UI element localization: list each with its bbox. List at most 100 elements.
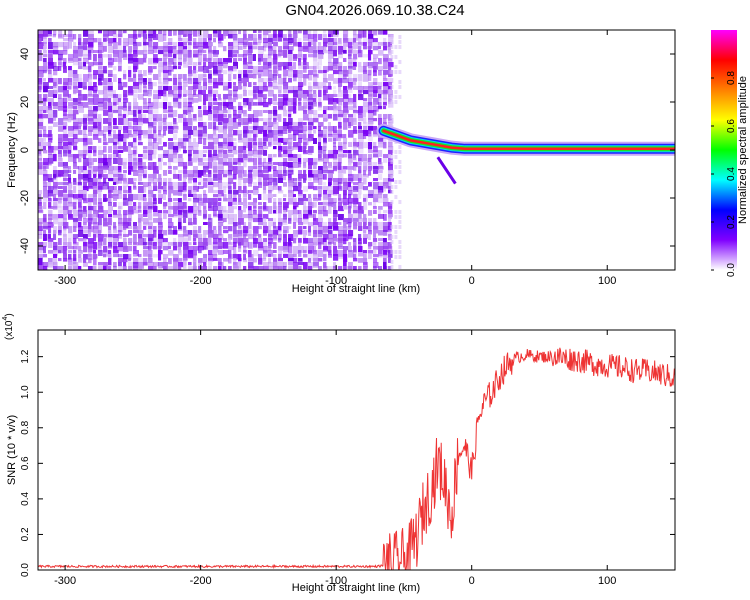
noise-cell (328, 250, 332, 256)
noise-cell (303, 126, 308, 132)
noise-cell (390, 190, 394, 194)
noise-cell (128, 110, 134, 115)
snr-scale-factor: (x104) (2, 313, 15, 340)
noise-cell (298, 138, 303, 143)
noise-cell (43, 102, 47, 110)
noise-cell (298, 258, 303, 262)
noise-cell (338, 226, 344, 231)
noise-cell (353, 54, 358, 60)
noise-cell (148, 66, 153, 73)
noise-cell (303, 194, 307, 198)
noise-cell (63, 242, 69, 247)
noise-cell (78, 218, 82, 222)
noise-cell (348, 178, 353, 184)
noise-cell (383, 106, 387, 110)
noise-cell (338, 170, 342, 178)
noise-cell (98, 58, 103, 65)
noise-cell (148, 258, 153, 263)
snr-y-label: SNR (10 * v/v) (6, 415, 18, 485)
noise-cell (58, 86, 64, 93)
noise-cell (388, 206, 392, 214)
noise-cell (203, 86, 207, 90)
noise-cell (98, 74, 104, 81)
noise-cell (118, 114, 124, 120)
noise-cell (253, 110, 259, 118)
noise-cell (88, 158, 94, 166)
noise-cell (228, 154, 234, 158)
noise-cell (178, 246, 182, 253)
noise-cell (378, 30, 384, 35)
noise-cell (394, 230, 398, 234)
noise-cell (328, 50, 334, 58)
noise-cell (268, 174, 273, 180)
noise-cell (233, 118, 237, 123)
noise-cell (83, 54, 89, 60)
noise-cell (338, 182, 342, 190)
noise-cell (213, 50, 219, 55)
noise-cell (390, 120, 394, 124)
noise-cell (138, 78, 144, 84)
noise-cell (168, 222, 174, 228)
noise-cell (333, 154, 338, 160)
noise-cell (233, 266, 239, 270)
noise-cell (183, 150, 188, 154)
noise-cell (343, 74, 347, 80)
noise-cell (113, 214, 119, 218)
noise-cell (253, 130, 258, 138)
noise-cell (123, 258, 128, 263)
noise-cell (158, 158, 162, 162)
noise-cell (268, 74, 274, 82)
noise-cell (348, 90, 353, 94)
noise-cell (73, 134, 78, 139)
noise-cell (178, 242, 182, 247)
noise-cell (278, 102, 284, 109)
noise-cell (368, 142, 373, 150)
noise-cell (298, 86, 303, 91)
noise-cell (43, 266, 48, 270)
noise-cell (303, 246, 308, 253)
noise-cell (148, 214, 153, 221)
noise-cell (263, 230, 267, 236)
noise-cell (263, 78, 269, 82)
noise-cell (213, 198, 218, 206)
noise-cell (378, 242, 384, 247)
noise-cell (173, 182, 179, 190)
noise-cell (48, 50, 54, 54)
noise-cell (178, 142, 184, 149)
noise-cell (213, 114, 219, 122)
colorbar-tick-label: 0.4 (726, 167, 737, 181)
noise-cell (388, 94, 393, 102)
noise-cell (123, 146, 129, 152)
noise-cell (383, 78, 388, 82)
noise-cell (288, 122, 293, 129)
noise-cell (218, 194, 222, 202)
snr-scale-exponent: 4 (2, 317, 9, 321)
noise-cell (88, 62, 94, 67)
noise-cell (118, 226, 123, 232)
noise-cell (258, 258, 263, 265)
noise-cell (248, 90, 254, 96)
noise-cell (63, 50, 68, 55)
noise-cell (213, 146, 218, 151)
noise-cell (83, 258, 87, 263)
noise-cell (283, 210, 287, 217)
noise-cell (48, 158, 54, 164)
noise-cell (243, 162, 247, 168)
noise-cell (278, 74, 282, 79)
noise-cell (173, 90, 178, 95)
noise-cell (293, 70, 298, 78)
noise-cell (298, 42, 302, 47)
noise-cell (198, 82, 202, 86)
noise-cell (108, 258, 112, 266)
noise-cell (218, 158, 224, 165)
noise-cell (118, 62, 122, 67)
noise-cell (338, 174, 344, 181)
noise-cell (218, 170, 224, 175)
noise-cell (163, 130, 167, 136)
noise-cell (233, 138, 237, 141)
noise-cell (153, 82, 157, 87)
noise-cell (333, 38, 338, 45)
noise-cell (348, 158, 353, 164)
noise-cell (168, 70, 172, 76)
noise-cell (73, 250, 77, 254)
